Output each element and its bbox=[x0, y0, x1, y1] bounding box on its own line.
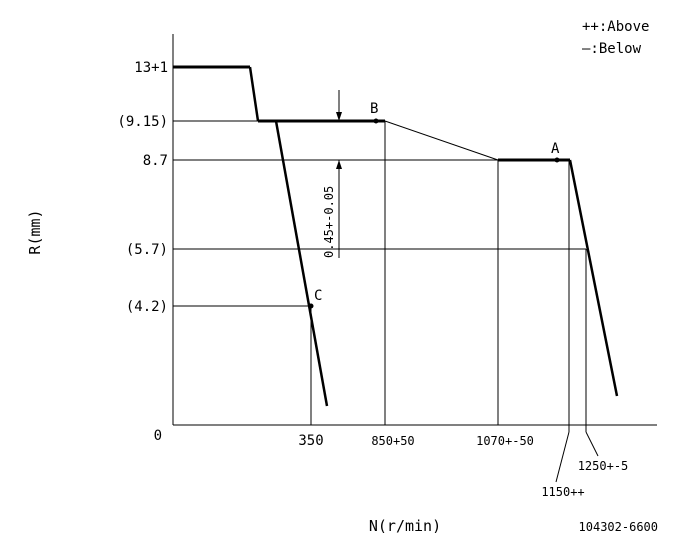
y-label-87: 8.7 bbox=[143, 153, 168, 169]
leader-1250 bbox=[585, 431, 599, 457]
dim-arrowhead-upper bbox=[336, 112, 342, 121]
y-label-13: 13+1 bbox=[134, 60, 168, 76]
curve-cutoff bbox=[568, 159, 619, 397]
dim-arrowhead-lower bbox=[336, 160, 342, 169]
point-a-label: A bbox=[551, 141, 560, 157]
curve-drop-1 bbox=[248, 66, 260, 122]
curve-idle-line bbox=[274, 120, 329, 407]
point-c-marker bbox=[308, 303, 314, 309]
point-c-label: C bbox=[314, 288, 322, 304]
dimension-label: 0.45+-0.05 bbox=[322, 186, 336, 258]
y-label-915: (9.15) bbox=[117, 114, 168, 130]
drawing-number: 104302-6600 bbox=[579, 520, 658, 534]
y-label-42: (4.2) bbox=[126, 299, 168, 315]
point-b-label: B bbox=[370, 101, 378, 117]
x-label-1250: 1250+-5 bbox=[578, 459, 629, 473]
x-label-850: 850+50 bbox=[371, 434, 414, 448]
point-a-marker bbox=[554, 157, 560, 163]
x-label-1070: 1070+-50 bbox=[476, 434, 534, 448]
x-axis-title: N(r/min) bbox=[369, 517, 441, 535]
x-label-350: 350 bbox=[298, 433, 323, 449]
point-b-marker bbox=[373, 118, 379, 124]
x-label-1150: 1150++ bbox=[541, 485, 584, 499]
y-label-57: (5.7) bbox=[126, 242, 168, 258]
origin-label: 0 bbox=[154, 428, 162, 444]
curve-slope-b-to-1070 bbox=[384, 120, 499, 161]
legend-below: —:Below bbox=[582, 41, 642, 57]
leader-1150 bbox=[555, 431, 570, 483]
y-axis-title: R(mm) bbox=[26, 209, 44, 254]
legend-above: ++:Above bbox=[582, 19, 649, 35]
